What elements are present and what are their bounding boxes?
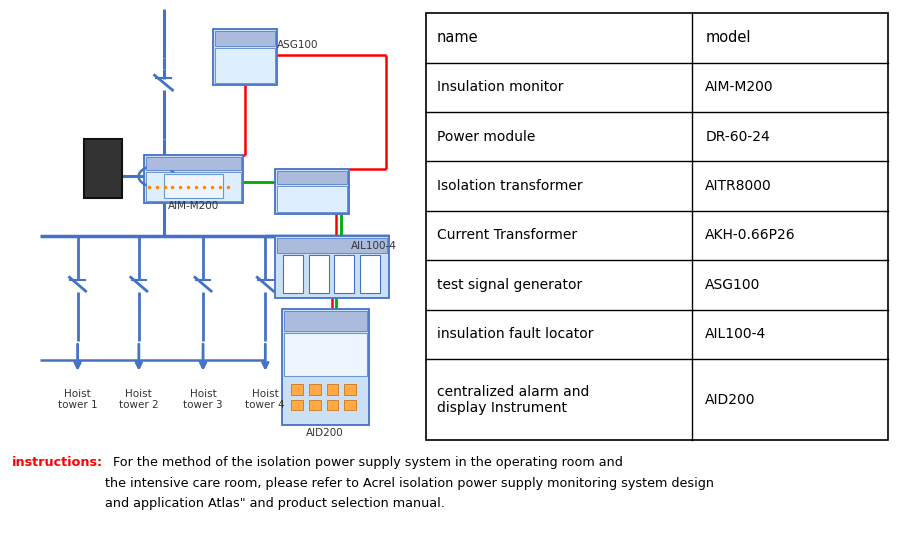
Text: insulation fault locator: insulation fault locator — [437, 327, 593, 341]
Bar — [275, 169, 349, 214]
Text: centralized alarm and
display Instrument: centralized alarm and display Instrument — [437, 385, 589, 415]
Bar — [308, 385, 320, 395]
Text: DR-60-24: DR-60-24 — [704, 129, 769, 143]
Text: ASG100: ASG100 — [277, 40, 318, 50]
Bar — [143, 155, 243, 203]
Text: AIL100-4: AIL100-4 — [351, 241, 397, 251]
Bar — [215, 48, 275, 83]
Text: Hoist
tower 4: Hoist tower 4 — [245, 389, 285, 410]
Bar — [281, 309, 369, 425]
Bar — [163, 174, 223, 198]
Bar — [426, 13, 888, 440]
Text: AID200: AID200 — [306, 427, 343, 438]
Text: name: name — [437, 30, 478, 45]
Text: Hoist
tower 3: Hoist tower 3 — [183, 389, 223, 410]
Text: AKH-0.66P26: AKH-0.66P26 — [704, 228, 795, 242]
Bar — [283, 255, 302, 293]
Bar — [277, 238, 386, 253]
Bar — [215, 31, 275, 46]
Bar — [85, 139, 122, 198]
Bar — [284, 311, 367, 331]
Text: AIM-M200: AIM-M200 — [168, 201, 218, 211]
Bar — [308, 255, 328, 293]
Bar — [308, 400, 320, 410]
Bar — [290, 385, 302, 395]
Text: AID200: AID200 — [704, 393, 755, 407]
Bar — [327, 385, 338, 395]
Bar — [327, 400, 338, 410]
Text: AIL100-4: AIL100-4 — [704, 327, 766, 341]
Text: ASG100: ASG100 — [704, 278, 759, 292]
Bar — [277, 186, 347, 212]
Text: Hoist
tower 1: Hoist tower 1 — [58, 389, 97, 410]
Bar — [334, 255, 354, 293]
Text: Isolation transformer: Isolation transformer — [437, 179, 582, 193]
Text: Current Transformer: Current Transformer — [437, 228, 576, 242]
Bar — [213, 29, 277, 85]
Bar — [290, 400, 302, 410]
Text: instructions:: instructions: — [13, 456, 103, 469]
Text: Power module: Power module — [437, 129, 535, 143]
Text: AITR8000: AITR8000 — [704, 179, 771, 193]
Bar — [360, 255, 380, 293]
Text: Hoist
tower 2: Hoist tower 2 — [119, 389, 159, 410]
Bar — [277, 171, 347, 184]
Text: Insulation monitor: Insulation monitor — [437, 80, 563, 94]
Text: model: model — [704, 30, 750, 45]
Bar — [284, 333, 367, 376]
Bar — [145, 172, 240, 201]
Bar — [344, 385, 355, 395]
Text: AIM-M200: AIM-M200 — [704, 80, 773, 94]
Bar — [275, 236, 389, 298]
Text: For the method of the isolation power supply system in the operating room and
th: For the method of the isolation power su… — [105, 456, 713, 510]
Text: test signal generator: test signal generator — [437, 278, 582, 292]
Bar — [344, 400, 355, 410]
Bar — [145, 157, 240, 170]
